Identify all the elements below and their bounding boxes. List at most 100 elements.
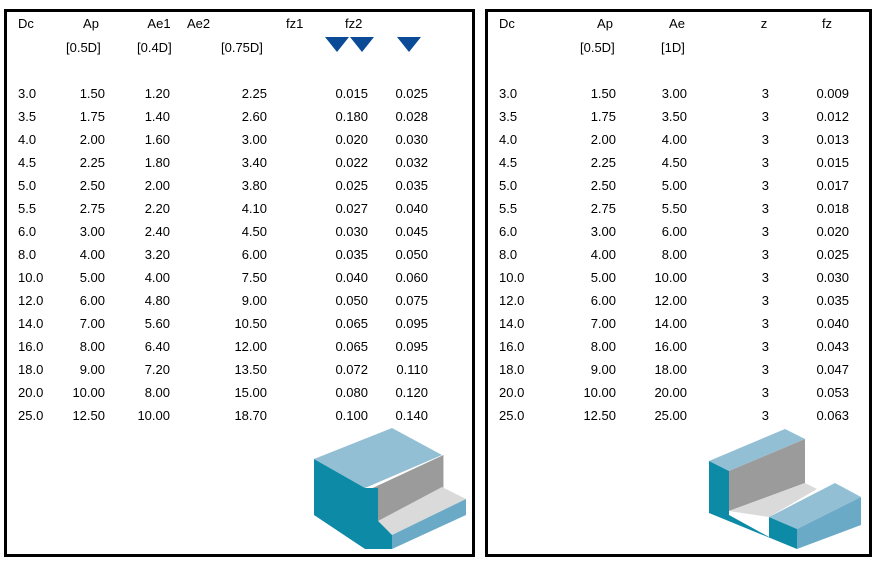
cell-fz1: 0.027 [335, 201, 368, 216]
cell-fz2: 0.110 [396, 362, 428, 377]
cell-ap: 2.25 [79, 155, 105, 170]
cell-fz2: 0.045 [395, 224, 428, 239]
header-dc: Dc [499, 16, 515, 31]
cell-dc: 6.0 [499, 224, 518, 239]
cell-ap: 9.00 [590, 362, 616, 377]
cell-ae: 16.00 [654, 339, 687, 354]
cell-ap: 8.00 [590, 339, 616, 354]
cell-dc: 3.5 [499, 109, 518, 124]
cell-fz2: 0.030 [395, 132, 428, 147]
cell-ae: 4.00 [661, 132, 687, 147]
cell-ae2: 13.50 [234, 362, 267, 377]
cell-ae2: 15.00 [234, 385, 267, 400]
cell-ae1: 7.20 [144, 362, 170, 377]
cell-dc: 16.0 [499, 339, 525, 354]
cell-ae1: 3.20 [144, 247, 170, 262]
cell-ae2: 10.50 [234, 316, 267, 331]
cell-ae1: 1.20 [144, 86, 170, 101]
shoulder-milling-illustration [314, 428, 466, 549]
cell-z: 3 [761, 201, 769, 216]
cell-fz: 0.017 [816, 178, 849, 193]
cell-fz2: 0.120 [395, 385, 428, 400]
cell-dc: 3.5 [18, 109, 37, 124]
cell-fz: 0.035 [816, 293, 849, 308]
cell-ae2: 3.00 [241, 132, 267, 147]
cell-dc: 20.0 [18, 385, 44, 400]
cell-ap: 9.00 [79, 362, 105, 377]
cell-z: 3 [761, 109, 769, 124]
cell-fz2: 0.140 [395, 408, 428, 423]
cell-fz: 0.012 [816, 109, 849, 124]
cell-dc: 6.0 [18, 224, 37, 239]
cell-ae2: 18.70 [234, 408, 267, 423]
cell-ap: 12.50 [583, 408, 616, 423]
cell-ap: 2.00 [79, 132, 105, 147]
cell-ae1: 8.00 [144, 385, 170, 400]
cell-ae: 20.00 [654, 385, 687, 400]
cell-fz: 0.015 [816, 155, 849, 170]
cell-ae: 4.50 [661, 155, 687, 170]
cell-ap: 4.00 [79, 247, 105, 262]
subheader-ae: [1D] [661, 40, 685, 55]
cell-ap: 2.75 [590, 201, 616, 216]
cell-fz1: 0.035 [335, 247, 368, 262]
header-dc: Dc [18, 16, 34, 31]
cell-dc: 3.0 [18, 86, 37, 101]
header-fz2: fz2 [345, 16, 363, 31]
cell-ap: 5.00 [79, 270, 105, 285]
cell-ae1: 5.60 [144, 316, 170, 331]
cell-fz: 0.009 [816, 86, 849, 101]
cell-fz: 0.053 [816, 385, 849, 400]
cell-dc: 4.0 [499, 132, 518, 147]
subheader-ap: [0.5D] [580, 40, 615, 55]
cell-ap: 10.00 [583, 385, 616, 400]
cell-ap: 6.00 [590, 293, 616, 308]
header-ap: Ap [83, 16, 99, 31]
cell-ap: 2.00 [590, 132, 616, 147]
cell-fz2: 0.060 [395, 270, 428, 285]
cell-ap: 7.00 [590, 316, 616, 331]
cell-z: 3 [761, 132, 769, 147]
cell-ap: 2.75 [79, 201, 105, 216]
cell-dc: 8.0 [499, 247, 518, 262]
cell-dc: 8.0 [18, 247, 37, 262]
cell-z: 3 [761, 270, 769, 285]
cell-fz1: 0.050 [335, 293, 368, 308]
subheader-ae2: [0.75D] [221, 40, 263, 55]
cell-fz1: 0.015 [335, 86, 368, 101]
cell-fz: 0.047 [816, 362, 849, 377]
cell-ap: 4.00 [590, 247, 616, 262]
cell-ae2: 2.25 [241, 86, 267, 101]
cell-dc: 10.0 [499, 270, 525, 285]
cell-ae2: 7.50 [241, 270, 267, 285]
cell-dc: 25.0 [499, 408, 525, 423]
cell-fz2: 0.028 [395, 109, 428, 124]
cell-fz: 0.025 [816, 247, 849, 262]
cell-ap: 1.75 [79, 109, 105, 124]
cell-fz: 0.063 [816, 408, 849, 423]
cell-ap: 12.50 [72, 408, 105, 423]
cell-fz1: 0.180 [335, 109, 368, 124]
cell-fz: 0.018 [816, 201, 849, 216]
cell-fz2: 0.032 [395, 155, 428, 170]
cell-z: 3 [761, 408, 769, 423]
cell-ae: 8.00 [661, 247, 687, 262]
cell-fz1: 0.072 [335, 362, 368, 377]
cell-ap: 10.00 [72, 385, 105, 400]
cell-ap: 7.00 [79, 316, 105, 331]
cell-ae1: 2.20 [144, 201, 170, 216]
cell-dc: 3.0 [499, 86, 518, 101]
cell-dc: 14.0 [499, 316, 525, 331]
cell-dc: 18.0 [499, 362, 525, 377]
cell-ae1: 1.40 [144, 109, 170, 124]
cell-dc: 4.0 [18, 132, 37, 147]
tooth-triangle-icons [325, 37, 421, 52]
header-ae2: Ae2 [187, 16, 211, 31]
header-ae: Ae [669, 16, 685, 31]
cell-ap: 3.00 [590, 224, 616, 239]
cell-ae: 3.00 [661, 86, 687, 101]
cell-ap: 1.75 [590, 109, 616, 124]
cell-ap: 5.00 [590, 270, 616, 285]
cell-fz1: 0.025 [335, 178, 368, 193]
cell-ae1: 1.60 [144, 132, 170, 147]
